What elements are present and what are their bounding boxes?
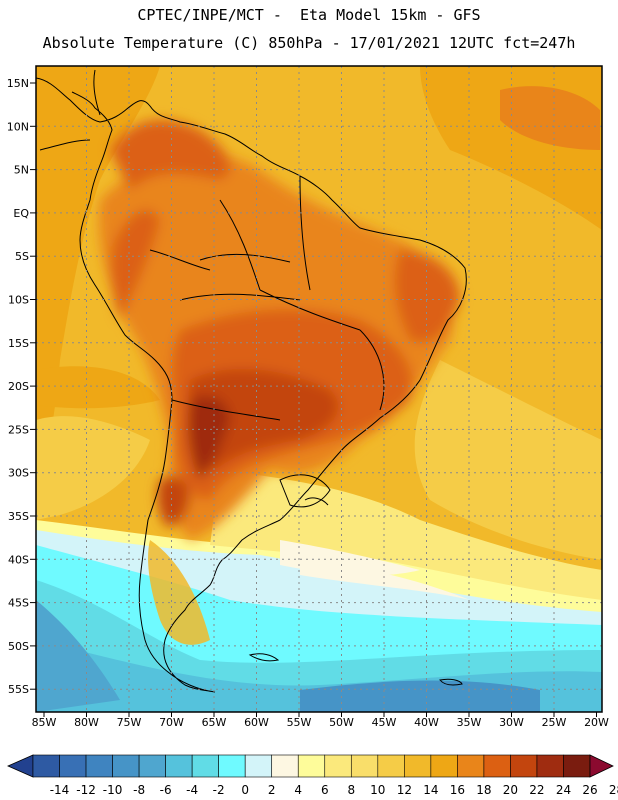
chart-subtitle: Absolute Temperature (C) 850hPa - 17/01/… [42, 34, 576, 52]
colorbar-label: 26 [582, 783, 597, 797]
colorbar-swatch [59, 754, 87, 778]
colorbar-swatch [324, 754, 352, 778]
lon-tick-label: 30W [499, 716, 524, 729]
colorbar-label: -14 [50, 783, 70, 797]
colorbar-label: 18 [476, 783, 491, 797]
lat-tick-label: 30S [8, 467, 29, 480]
colorbar-label: 24 [556, 783, 571, 797]
coastline [36, 69, 467, 693]
grid-lines [36, 66, 602, 712]
colorbar-label: -2 [213, 783, 225, 797]
lon-tick-label: 35W [457, 716, 482, 729]
colorbar-label: 28 [609, 783, 618, 797]
lon-tick-label: 45W [372, 716, 397, 729]
temperature-field [36, 66, 602, 712]
colorbar-label: 22 [529, 783, 544, 797]
colorbar-label: -10 [103, 783, 123, 797]
colorbar-label: 14 [423, 783, 438, 797]
lon-tick-label: 65W [202, 716, 227, 729]
lat-tick-label: 15N [7, 77, 29, 90]
colorbar-swatch [404, 754, 432, 778]
colorbar-label: 0 [241, 783, 249, 797]
lat-tick-label: 55S [8, 683, 29, 696]
lon-tick-label: 20W [584, 716, 609, 729]
lon-tick-label: 70W [159, 716, 184, 729]
colorbar-label: 4 [294, 783, 302, 797]
lon-tick-label: 25W [542, 716, 567, 729]
lat-tick-label: 15S [8, 337, 29, 350]
colorbar-label: 6 [321, 783, 329, 797]
colorbar-swatch [271, 754, 299, 778]
map-frame [35, 65, 603, 713]
lat-tick-label: 5S [15, 250, 29, 263]
lon-tick-label: 55W [287, 716, 312, 729]
lat-tick-label: 40S [8, 553, 29, 566]
colorbar-swatch [430, 754, 458, 778]
lat-tick-label: EQ [13, 207, 29, 220]
colorbar-label: 12 [397, 783, 412, 797]
colorbar-swatch [32, 754, 60, 778]
lat-tick-label: 50S [8, 640, 29, 653]
lat-tick-label: 5N [14, 164, 29, 177]
colorbar-label: 10 [370, 783, 385, 797]
colorbar-swatch [244, 754, 273, 778]
lat-tick-label: 35S [8, 510, 29, 523]
latitude-axis: 15N 10N 5N EQ 5S 10S 15S 20S 25S 30S 35S 40S 45S 50S 5… [7, 77, 36, 696]
colorbar-label: -6 [160, 783, 172, 797]
colorbar-swatch [377, 754, 405, 778]
colorbar-swatch [510, 754, 538, 778]
lat-tick-label: 10N [7, 120, 29, 133]
colorbar-swatch [563, 754, 591, 778]
lat-tick-label: 20S [8, 380, 29, 393]
colorbar-label: 16 [450, 783, 465, 797]
colorbar-label: -12 [76, 783, 96, 797]
lon-tick-label: 85W [32, 716, 57, 729]
lon-tick-label: 80W [74, 716, 99, 729]
lon-tick-label: 75W [117, 716, 142, 729]
lon-tick-label: 50W [329, 716, 354, 729]
colorbar-low-arrow [7, 754, 34, 778]
colorbar-swatch [536, 754, 564, 778]
colorbar-label: 8 [347, 783, 355, 797]
colorbar-label: -4 [186, 783, 198, 797]
colorbar-label: 2 [268, 783, 276, 797]
colorbar-label: -8 [133, 783, 145, 797]
lon-tick-label: 60W [244, 716, 269, 729]
colorbar-swatch [457, 754, 485, 778]
colorbar-swatch [165, 754, 193, 778]
lon-tick-label: 40W [414, 716, 439, 729]
lat-tick-label: 45S [8, 597, 29, 610]
colorbar-swatch [191, 754, 219, 778]
colorbar-swatch [350, 754, 379, 778]
lat-tick-label: 10S [8, 294, 29, 307]
colorbar: -14 -12 -10 -8 -6 -4 -2 0 2 4 6 8 10 12 14 16 18 20 22 24 26… [7, 754, 618, 797]
colorbar-swatch [483, 754, 511, 778]
longitude-axis: 85W 80W 75W 70W 65W 60W 55W 50W 45W 40W 35W 30W 25W 2… [32, 712, 609, 729]
colorbar-swatch [138, 754, 166, 778]
colorbar-swatch [85, 754, 113, 778]
chart-title: CPTEC/INPE/MCT - Eta Model 15km - GFS [137, 6, 481, 24]
lat-tick-label: 25S [8, 423, 29, 436]
colorbar-high-arrow [589, 754, 614, 778]
colorbar-swatch [112, 754, 140, 778]
colorbar-label: 20 [503, 783, 518, 797]
colorbar-swatch [218, 754, 246, 778]
colorbar-swatch [297, 754, 326, 778]
